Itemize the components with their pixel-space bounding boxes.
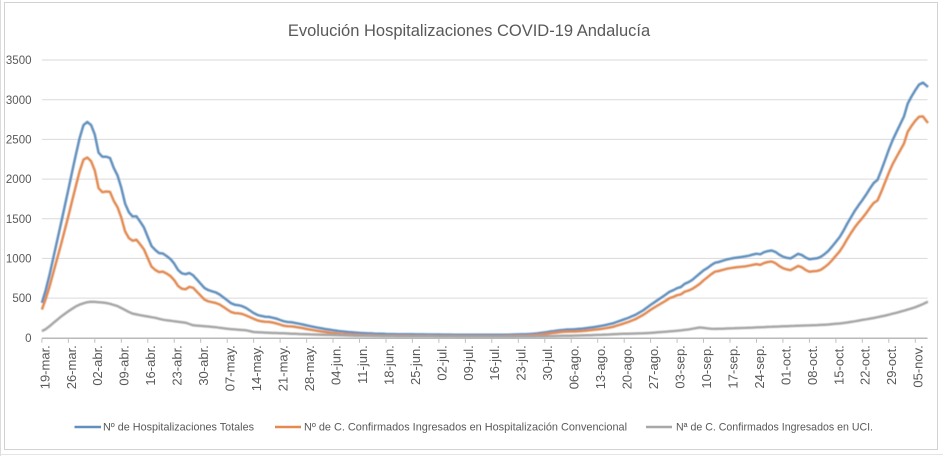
svg-text:19-mar.: 19-mar. (37, 345, 52, 389)
svg-text:1500: 1500 (6, 214, 32, 226)
svg-text:26-mar.: 26-mar. (64, 345, 79, 389)
svg-text:15-oct.: 15-oct. (831, 345, 846, 385)
svg-text:06-ago.: 06-ago. (567, 345, 582, 389)
svg-text:25-jun.: 25-jun. (408, 345, 423, 385)
svg-text:0: 0 (25, 333, 31, 345)
svg-text:04-jun.: 04-jun. (328, 345, 343, 385)
svg-text:23-jul.: 23-jul. (514, 345, 529, 380)
svg-text:2500: 2500 (6, 135, 32, 147)
svg-text:30-abr.: 30-abr. (196, 345, 211, 385)
svg-text:11-jun.: 11-jun. (355, 345, 370, 384)
svg-text:20-ago.: 20-ago. (620, 345, 635, 389)
svg-text:14-may.: 14-may. (249, 345, 264, 391)
svg-text:28-may.: 28-may. (302, 345, 317, 391)
svg-text:Nº de C. Confirmados Ingresado: Nº de C. Confirmados Ingresados en Hospi… (304, 422, 627, 434)
svg-text:01-oct.: 01-oct. (778, 345, 793, 385)
svg-text:27-ago.: 27-ago. (646, 345, 661, 389)
svg-text:08-oct.: 08-oct. (805, 345, 820, 385)
svg-text:13-ago.: 13-ago. (593, 345, 608, 389)
svg-text:2000: 2000 (6, 174, 32, 186)
svg-text:1000: 1000 (6, 254, 32, 266)
svg-text:02-abr.: 02-abr. (90, 345, 105, 385)
svg-text:Evolución Hospitalizaciones CO: Evolución Hospitalizaciones COVID-19 And… (288, 22, 651, 40)
svg-text:3500: 3500 (6, 55, 32, 67)
svg-text:24-sep.: 24-sep. (752, 345, 767, 388)
svg-text:21-may.: 21-may. (276, 345, 291, 391)
svg-text:09-abr.: 09-abr. (117, 345, 132, 385)
svg-text:03-sep.: 03-sep. (673, 345, 688, 388)
svg-text:3000: 3000 (6, 95, 32, 107)
svg-text:Nª de C. Confirmados Ingresado: Nª de C. Confirmados Ingresados en UCI. (676, 422, 873, 434)
svg-text:500: 500 (12, 293, 31, 305)
svg-text:22-oct.: 22-oct. (858, 345, 873, 385)
svg-text:10-sep.: 10-sep. (699, 345, 714, 388)
svg-text:18-jun.: 18-jun. (381, 345, 396, 385)
svg-text:Nº de Hospitalizaciones Totale: Nº de Hospitalizaciones Totales (103, 422, 254, 434)
svg-text:16-abr.: 16-abr. (143, 345, 158, 385)
svg-text:17-sep.: 17-sep. (725, 345, 740, 388)
svg-text:23-abr.: 23-abr. (170, 345, 185, 385)
svg-text:16-jul.: 16-jul. (487, 345, 502, 380)
svg-text:05-nov.: 05-nov. (911, 345, 926, 387)
svg-text:02-jul.: 02-jul. (434, 345, 449, 380)
svg-text:07-may.: 07-may. (223, 345, 238, 391)
svg-text:09-jul.: 09-jul. (461, 345, 476, 380)
svg-text:30-jul.: 30-jul. (540, 345, 555, 380)
svg-text:29-oct.: 29-oct. (884, 345, 899, 385)
